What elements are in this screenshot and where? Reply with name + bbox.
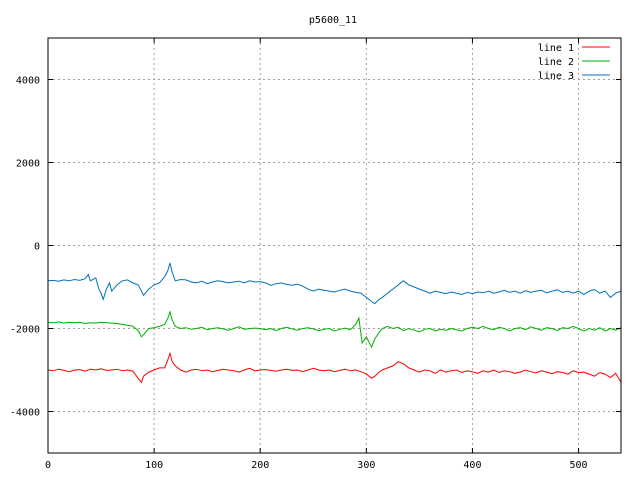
x-tick-label: 0	[45, 460, 51, 471]
legend-label: line 2	[538, 57, 574, 68]
chart-title: p5600_11	[309, 15, 357, 26]
x-tick-label: 300	[357, 460, 375, 471]
series-line-2	[47, 310, 622, 349]
axis-ticks: 0 100 200 300 400 500 -4000 -2000 0 2000 4000	[10, 38, 621, 471]
x-tick-label: 200	[251, 460, 269, 471]
legend: line 1 line 2 line 3	[538, 43, 610, 82]
grid-lines	[48, 38, 621, 453]
legend-label: line 3	[538, 71, 574, 82]
y-tick-label: -2000	[10, 325, 40, 336]
series-layer	[47, 262, 622, 384]
x-tick-label: 100	[145, 460, 163, 471]
x-tick-label: 400	[463, 460, 481, 471]
series-line-3	[47, 262, 622, 305]
y-tick-label: 2000	[16, 159, 40, 170]
x-tick-label: 500	[570, 460, 588, 471]
y-tick-label: 4000	[16, 76, 40, 87]
legend-label: line 1	[538, 43, 574, 54]
series-line-1	[47, 351, 622, 384]
y-tick-label: 0	[34, 242, 40, 253]
y-tick-label: -4000	[10, 408, 40, 419]
